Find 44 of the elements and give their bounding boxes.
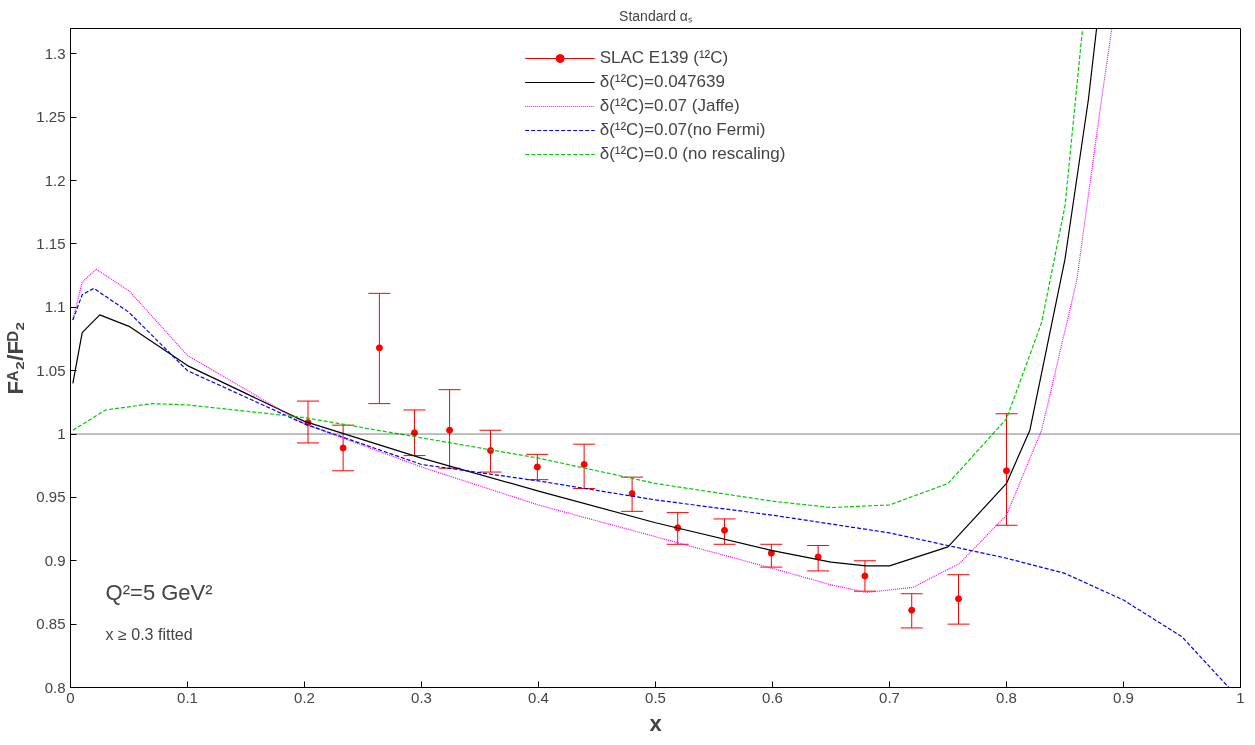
y-tick-label: 1.25 — [36, 108, 66, 126]
legend-label: δ(¹²C)=0.07 (Jaffe) — [599, 96, 740, 116]
y-tick-label: 0.9 — [44, 551, 66, 569]
x-tick-label: 1 — [1236, 688, 1245, 706]
y-tick-label: 1 — [57, 425, 66, 443]
legend-label: δ(¹²C)=0.0 (no rescaling) — [599, 144, 786, 164]
point — [1003, 467, 1010, 475]
y-tick-label: 0.85 — [36, 615, 66, 633]
point — [580, 460, 588, 468]
y-axis-title: Fᴬ₂/Fᴰ₂ — [3, 321, 29, 395]
x-tick-label: 0.8 — [996, 688, 1017, 706]
point — [721, 526, 729, 534]
point — [446, 426, 454, 434]
annotation: Q²=5 GeV² — [105, 580, 213, 606]
legend-label: δ(¹²C)=0.07(no Fermi) — [599, 120, 766, 140]
x-tick-label: 0.9 — [1113, 688, 1134, 706]
point — [375, 344, 383, 352]
y-tick-label: 1.15 — [36, 234, 66, 252]
x-tick-label: 0.3 — [411, 688, 432, 706]
y-tick-label: 1.05 — [36, 361, 66, 379]
point — [767, 549, 775, 557]
legend-label: SLAC E139 (¹²C) — [599, 48, 729, 68]
x-tick-label: 0.4 — [528, 688, 549, 706]
point — [908, 606, 916, 614]
y-tick-label: 0.95 — [36, 488, 66, 506]
x-axis-title: x — [649, 710, 663, 736]
x-tick-label: 0.6 — [762, 688, 783, 706]
y-tick-label: 1.2 — [44, 171, 66, 189]
chart-title: Standard αₛ — [619, 7, 692, 24]
point — [533, 463, 541, 471]
x-tick-label: 0.1 — [177, 688, 198, 706]
y-tick-label: 1.1 — [44, 298, 66, 316]
x-tick-label: 0.5 — [645, 688, 666, 706]
point — [955, 595, 963, 603]
x-tick-label: 0.2 — [294, 688, 315, 706]
annotation: x ≥ 0.3 fitted — [105, 626, 193, 644]
line-series — [72, 287, 1230, 688]
x-tick-label: 0.7 — [879, 688, 900, 706]
point — [861, 572, 869, 580]
x-tick-label: 0 — [66, 688, 75, 706]
legend-label: δ(¹²C)=0.047639 — [599, 72, 725, 92]
point — [814, 553, 822, 561]
y-tick-label: 1.3 — [44, 44, 66, 62]
point — [339, 444, 347, 452]
